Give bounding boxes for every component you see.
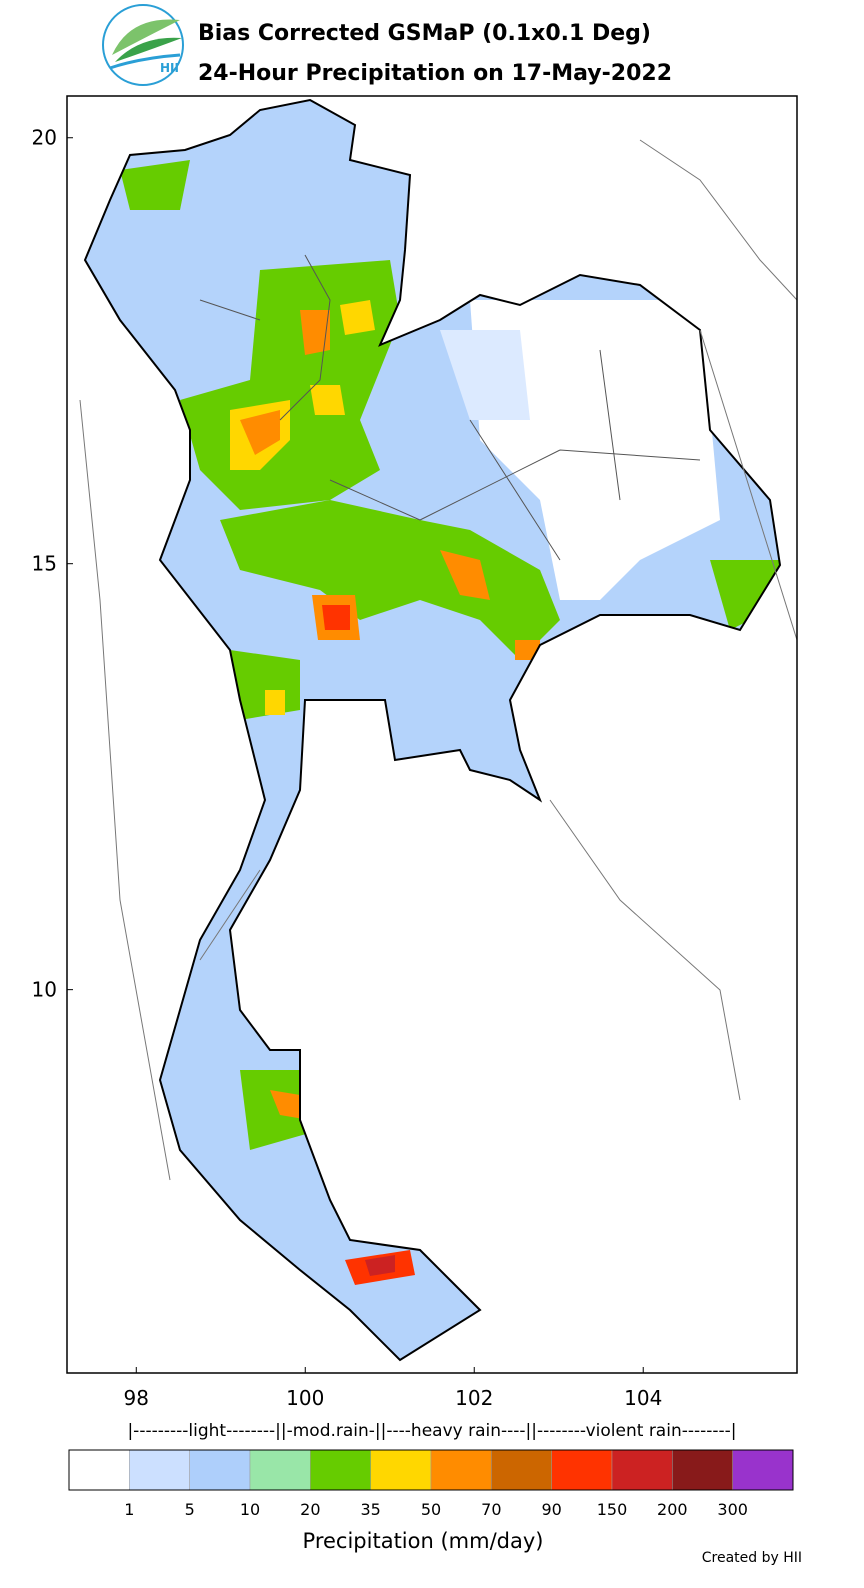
colorbar-box <box>551 1449 613 1491</box>
colorbar-box <box>732 1449 794 1491</box>
colorbar-box <box>129 1449 190 1491</box>
colorbar: 1 5 10 20 35 50 70 90 150 200 300 <box>68 1449 794 1519</box>
title: Bias Corrected GSMaP (0.1x0.1 Deg) <box>198 21 651 46</box>
colorbar-tick-label: 50 <box>421 1500 441 1519</box>
colorbar-box <box>189 1449 251 1491</box>
colorbar-tick-label: 35 <box>360 1500 380 1519</box>
y-tick-label: 10 <box>32 978 57 1002</box>
x-tick-label: 102 <box>455 1386 493 1410</box>
colorbar-tick-label: 150 <box>597 1500 628 1519</box>
colorbar-tick-label: 300 <box>717 1500 748 1519</box>
colorbar-tick-label: 200 <box>657 1500 688 1519</box>
colorbar-frame <box>68 1449 794 1491</box>
logo: HII <box>102 4 184 86</box>
colorbar-tick-label: 1 <box>124 1500 134 1519</box>
legend-categories: |---------light--------||-mod.rain-||---… <box>127 1421 736 1441</box>
colorbar-tick-label: 20 <box>300 1500 320 1519</box>
colorbar-tick-label: 90 <box>541 1500 561 1519</box>
x-tick-label: 100 <box>286 1386 324 1410</box>
colorbar-tick-label: 70 <box>481 1500 501 1519</box>
colorbar-box <box>430 1449 492 1491</box>
x-tick-label: 104 <box>624 1386 662 1410</box>
colorbar-tick-label: 5 <box>185 1500 195 1519</box>
x-tick-label: 98 <box>124 1386 149 1410</box>
y-tick-label: 15 <box>32 552 57 576</box>
colorbar-box <box>611 1449 673 1491</box>
map <box>66 95 798 1374</box>
y-tick-label: 20 <box>32 126 57 150</box>
subtitle: 24-Hour Precipitation on 17-May-2022 <box>198 61 672 86</box>
colorbar-box <box>370 1449 432 1491</box>
colorbar-label: Precipitation (mm/day) <box>303 1529 544 1553</box>
credit: Created by HII <box>702 1550 802 1566</box>
colorbar-box <box>249 1449 311 1491</box>
colorbar-tick-label: 10 <box>240 1500 260 1519</box>
logo-text: HII <box>160 61 179 75</box>
colorbar-box <box>68 1449 130 1491</box>
colorbar-box <box>310 1449 371 1491</box>
colorbar-box <box>672 1449 733 1491</box>
colorbar-box <box>491 1449 552 1491</box>
